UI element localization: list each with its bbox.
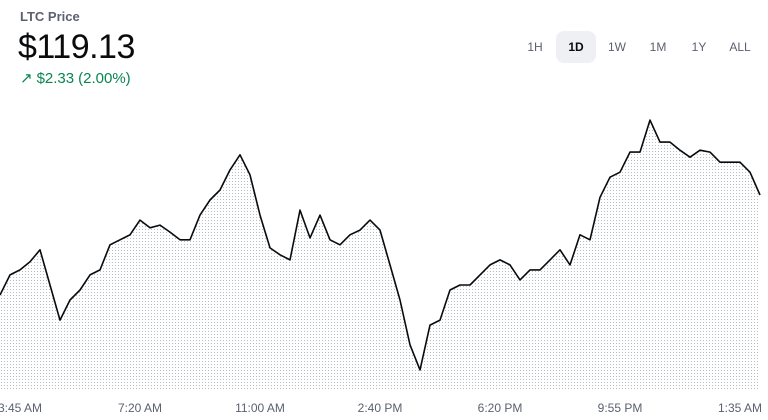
price-line bbox=[0, 119, 761, 371]
range-button[interactable]: 1Y bbox=[691, 40, 707, 54]
range-button[interactable]: ALL bbox=[729, 40, 751, 54]
range-button[interactable]: 1W bbox=[608, 40, 626, 54]
asset-label: LTC Price bbox=[20, 9, 80, 24]
x-tick-label: 6:20 PM bbox=[478, 401, 523, 415]
x-tick-label: 2:40 PM bbox=[358, 401, 403, 415]
range-button[interactable]: 1D bbox=[556, 31, 596, 63]
change-amount: $2.33 bbox=[36, 70, 75, 87]
range-button[interactable]: 1H bbox=[527, 40, 543, 54]
x-tick-label: 7:20 AM bbox=[118, 401, 162, 415]
x-tick-label: 1:35 AM bbox=[718, 401, 762, 415]
x-tick-label: 11:00 AM bbox=[235, 401, 285, 415]
range-button[interactable]: 1M bbox=[649, 40, 667, 54]
current-price: $119.13 bbox=[18, 28, 135, 66]
up-arrow: ↗ bbox=[20, 70, 33, 87]
range-selector: 1H 1D 1W 1M 1Y ALL bbox=[514, 31, 760, 63]
area bbox=[0, 120, 760, 390]
price-change: ↗ $2.33 (2.00%) bbox=[20, 69, 135, 87]
change-percent: (2.00%) bbox=[78, 70, 131, 87]
x-tick-label: 3:45 AM bbox=[0, 401, 42, 415]
x-tick-label: 9:55 PM bbox=[598, 401, 643, 415]
